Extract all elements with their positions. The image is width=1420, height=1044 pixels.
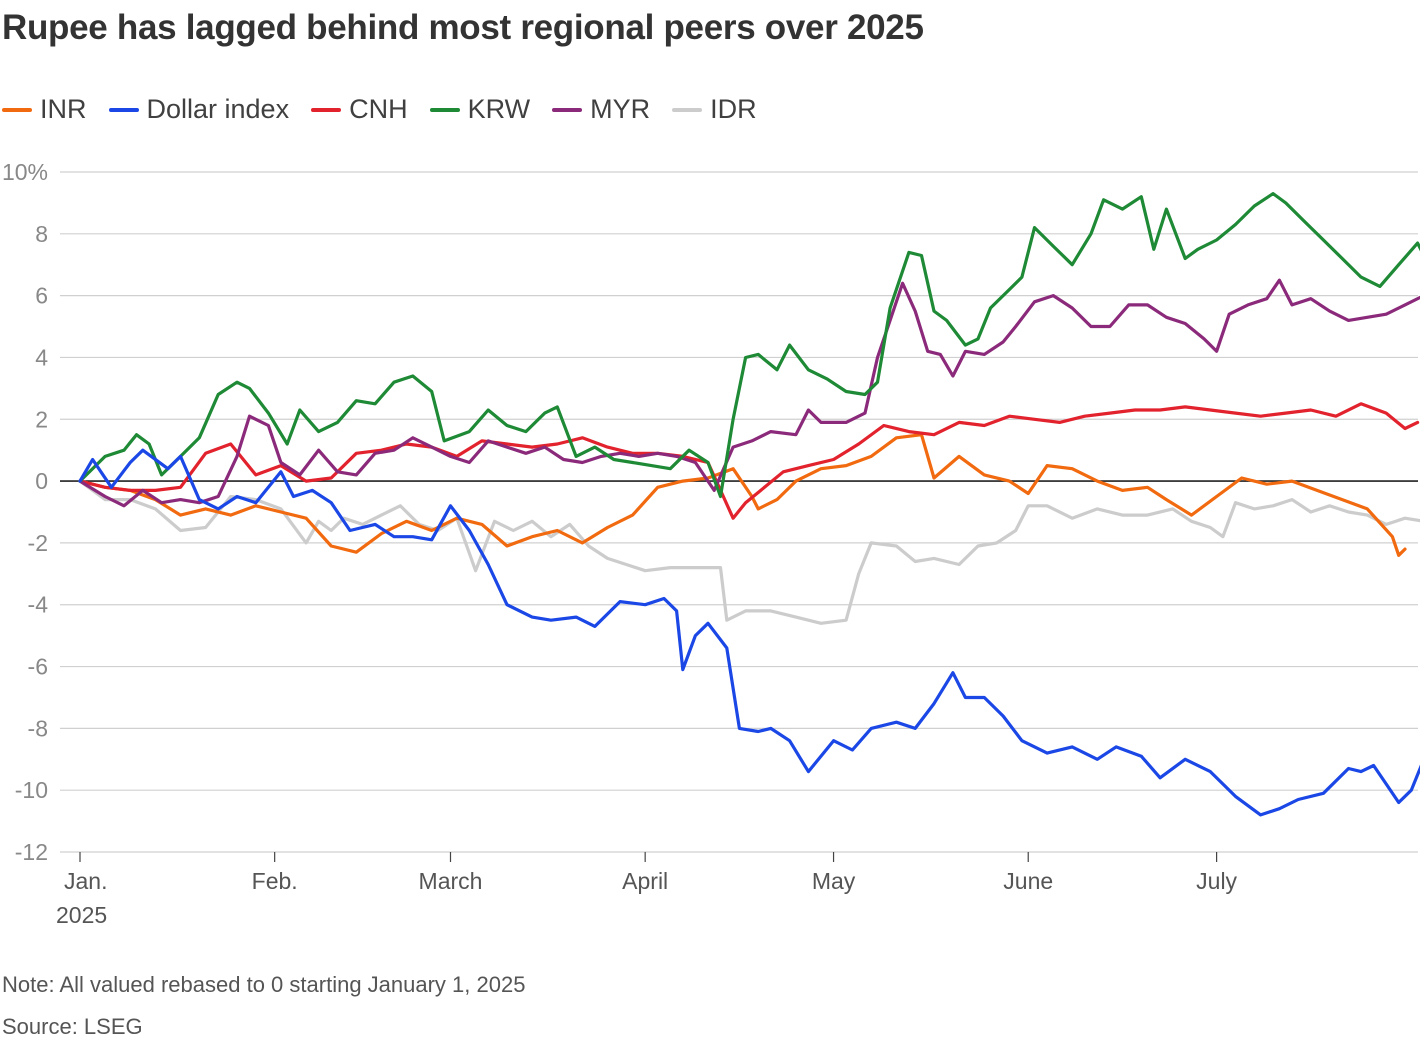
- x-tick-sublabel: 2025: [56, 902, 107, 928]
- y-tick-label: -10: [15, 777, 48, 803]
- legend-label: IDR: [710, 94, 757, 124]
- legend-swatch: [311, 107, 342, 112]
- y-tick-label: 2: [35, 406, 48, 432]
- x-axis: Jan. 2025 Feb. March April May June July: [56, 852, 1238, 928]
- chart-note: Note: All valued rebased to 0 starting J…: [2, 972, 526, 997]
- y-tick-label: -6: [28, 654, 48, 680]
- series-lines: [78, 192, 1420, 817]
- y-axis-labels: 10% 8 6 4 2 0 -2 -4 -6 -8 -10 -12: [2, 159, 48, 865]
- legend-item-dollar-index: Dollar index: [108, 94, 290, 125]
- y-tick-label: -8: [28, 715, 48, 741]
- legend-item-myr: MYR: [552, 94, 650, 125]
- x-tick-label: July: [1196, 868, 1237, 894]
- legend-label: MYR: [590, 94, 651, 124]
- legend-item-krw: KRW: [429, 94, 531, 125]
- series-line-cnh: [78, 402, 1420, 520]
- series-line-krw: [78, 192, 1420, 499]
- legend-label: KRW: [467, 94, 531, 124]
- legend-label: CNH: [349, 94, 408, 124]
- y-tick-label: 8: [35, 221, 48, 247]
- legend-label: INR: [40, 94, 87, 124]
- legend-item-cnh: CNH: [311, 94, 408, 125]
- x-tick-label: May: [812, 868, 856, 894]
- legend: INR Dollar index CNH KRW MYR IDR: [2, 94, 757, 125]
- series-line-idr: [78, 479, 1420, 625]
- y-tick-label: 6: [35, 283, 48, 309]
- legend-swatch: [672, 107, 703, 112]
- x-tick-label: Feb.: [252, 868, 298, 894]
- line-chart: 10% 8 6 4 2 0 -2 -4 -6 -8 -10 -12 Jan. 2025 Feb. March…: [2, 159, 1420, 928]
- chart-source: Source: LSEG: [2, 1014, 143, 1039]
- y-tick-label: -2: [28, 530, 48, 556]
- x-tick-label: Jan.: [64, 868, 107, 894]
- series-line-myr: [78, 278, 1420, 508]
- legend-swatch: [2, 107, 32, 112]
- series-line-dollar-index: [78, 448, 1420, 817]
- legend-item-inr: INR: [2, 94, 87, 125]
- legend-swatch: [108, 107, 139, 112]
- y-tick-label: -12: [15, 839, 48, 865]
- legend-label: Dollar index: [146, 94, 290, 124]
- x-tick-label: June: [1003, 868, 1053, 894]
- legend-swatch: [552, 107, 583, 112]
- legend-swatch: [429, 107, 460, 112]
- legend-item-idr: IDR: [672, 94, 757, 125]
- y-tick-label: 10%: [2, 159, 48, 185]
- y-tick-label: 4: [35, 344, 48, 370]
- x-tick-label: March: [419, 868, 483, 894]
- x-tick-label: April: [622, 868, 668, 894]
- chart-title: Rupee has lagged behind most regional pe…: [2, 8, 924, 47]
- series-line-inr: [78, 433, 1407, 557]
- y-tick-label: 0: [35, 468, 48, 494]
- y-tick-label: -4: [28, 592, 49, 618]
